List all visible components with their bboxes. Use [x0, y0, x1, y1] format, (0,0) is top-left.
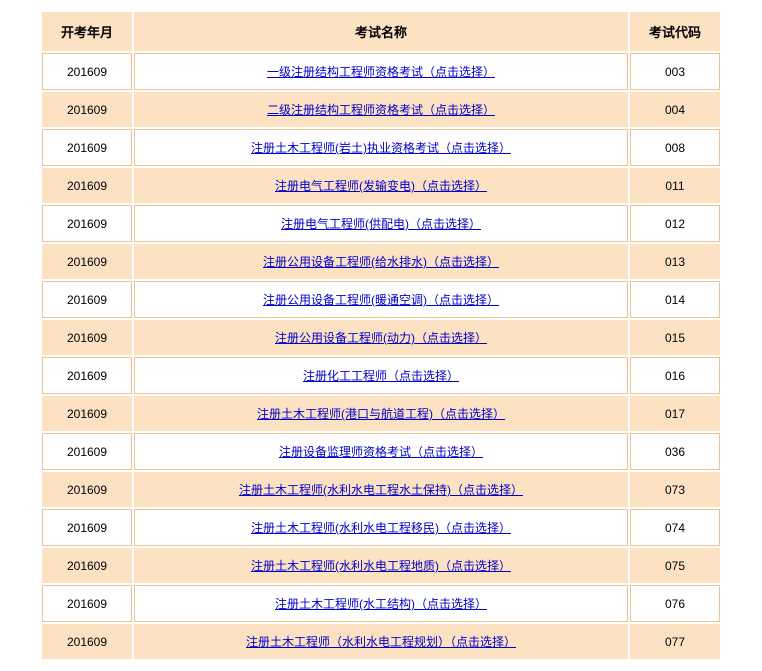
cell-name: 注册公用设备工程师(动力)（点击选择）: [134, 320, 628, 355]
cell-code: 076: [630, 585, 720, 622]
cell-date: 201609: [42, 168, 132, 203]
exam-link[interactable]: 注册土木工程师（水利水电工程规划）（点击选择）: [246, 635, 516, 649]
cell-date: 201609: [42, 472, 132, 507]
exam-link[interactable]: 注册化工工程师（点击选择）: [303, 369, 459, 383]
table-row: 201609 注册电气工程师(发输变电)（点击选择） 011: [42, 168, 720, 203]
cell-name: 注册设备监理师资格考试（点击选择）: [134, 433, 628, 470]
table-row: 201609 注册公用设备工程师(动力)（点击选择） 015: [42, 320, 720, 355]
cell-date: 201609: [42, 585, 132, 622]
cell-code: 015: [630, 320, 720, 355]
cell-date: 201609: [42, 244, 132, 279]
cell-code: 003: [630, 53, 720, 90]
cell-date: 201609: [42, 509, 132, 546]
cell-name: 注册土木工程师(水利水电工程移民)（点击选择）: [134, 509, 628, 546]
exam-link[interactable]: 注册设备监理师资格考试（点击选择）: [279, 445, 483, 459]
table-row: 201609 注册土木工程师（水利水电工程规划）（点击选择） 077: [42, 624, 720, 659]
header-code: 考试代码: [630, 12, 720, 51]
exam-link[interactable]: 注册土木工程师(水工结构)（点击选择）: [275, 597, 487, 611]
cell-code: 008: [630, 129, 720, 166]
cell-date: 201609: [42, 320, 132, 355]
header-date: 开考年月: [42, 12, 132, 51]
cell-name: 注册土木工程师（水利水电工程规划）（点击选择）: [134, 624, 628, 659]
table-row: 201609 二级注册结构工程师资格考试（点击选择） 004: [42, 92, 720, 127]
cell-name: 注册公用设备工程师(给水排水)（点击选择）: [134, 244, 628, 279]
table-row: 201609 注册土木工程师(水工结构)（点击选择） 076: [42, 585, 720, 622]
cell-code: 077: [630, 624, 720, 659]
table-row: 201609 注册化工工程师（点击选择） 016: [42, 357, 720, 394]
exam-link[interactable]: 注册电气工程师(发输变电)（点击选择）: [275, 179, 487, 193]
table-row: 201609 注册土木工程师(港口与航道工程)（点击选择） 017: [42, 396, 720, 431]
exam-link[interactable]: 注册土木工程师(水利水电工程水土保持)（点击选择）: [239, 483, 523, 497]
cell-code: 017: [630, 396, 720, 431]
cell-code: 036: [630, 433, 720, 470]
cell-date: 201609: [42, 357, 132, 394]
table-row: 201609 注册公用设备工程师(暖通空调)（点击选择） 014: [42, 281, 720, 318]
cell-code: 013: [630, 244, 720, 279]
cell-name: 注册电气工程师(发输变电)（点击选择）: [134, 168, 628, 203]
cell-name: 注册公用设备工程师(暖通空调)（点击选择）: [134, 281, 628, 318]
cell-name: 二级注册结构工程师资格考试（点击选择）: [134, 92, 628, 127]
exam-link[interactable]: 注册土木工程师(港口与航道工程)（点击选择）: [257, 407, 505, 421]
cell-date: 201609: [42, 548, 132, 583]
cell-date: 201609: [42, 624, 132, 659]
exam-link[interactable]: 注册公用设备工程师(动力)（点击选择）: [275, 331, 487, 345]
exam-link[interactable]: 注册土木工程师(水利水电工程地质)（点击选择）: [251, 559, 511, 573]
exam-link[interactable]: 注册土木工程师(水利水电工程移民)（点击选择）: [251, 521, 511, 535]
table-row: 201609 注册电气工程师(供配电)（点击选择） 012: [42, 205, 720, 242]
exam-link[interactable]: 注册电气工程师(供配电)（点击选择）: [281, 217, 481, 231]
cell-name: 注册土木工程师(岩土)执业资格考试（点击选择）: [134, 129, 628, 166]
exam-link[interactable]: 注册公用设备工程师(暖通空调)（点击选择）: [263, 293, 499, 307]
exam-table: 开考年月 考试名称 考试代码 201609 一级注册结构工程师资格考试（点击选择）…: [40, 10, 722, 661]
table-header-row: 开考年月 考试名称 考试代码: [42, 12, 720, 51]
cell-name: 注册土木工程师(水利水电工程地质)（点击选择）: [134, 548, 628, 583]
table-row: 201609 注册土木工程师(水利水电工程地质)（点击选择） 075: [42, 548, 720, 583]
table-row: 201609 注册土木工程师(岩土)执业资格考试（点击选择） 008: [42, 129, 720, 166]
cell-code: 016: [630, 357, 720, 394]
table-row: 201609 注册公用设备工程师(给水排水)（点击选择） 013: [42, 244, 720, 279]
cell-name: 注册土木工程师(港口与航道工程)（点击选择）: [134, 396, 628, 431]
table-row: 201609 注册设备监理师资格考试（点击选择） 036: [42, 433, 720, 470]
cell-code: 073: [630, 472, 720, 507]
table-row: 201609 注册土木工程师(水利水电工程移民)（点击选择） 074: [42, 509, 720, 546]
cell-date: 201609: [42, 281, 132, 318]
cell-name: 注册土木工程师(水工结构)（点击选择）: [134, 585, 628, 622]
cell-code: 074: [630, 509, 720, 546]
cell-code: 011: [630, 168, 720, 203]
exam-link[interactable]: 二级注册结构工程师资格考试（点击选择）: [267, 103, 495, 117]
cell-date: 201609: [42, 205, 132, 242]
cell-date: 201609: [42, 53, 132, 90]
cell-date: 201609: [42, 92, 132, 127]
exam-link[interactable]: 一级注册结构工程师资格考试（点击选择）: [267, 65, 495, 79]
cell-code: 075: [630, 548, 720, 583]
cell-date: 201609: [42, 433, 132, 470]
cell-date: 201609: [42, 129, 132, 166]
exam-link[interactable]: 注册土木工程师(岩土)执业资格考试（点击选择）: [251, 141, 511, 155]
table-row: 201609 一级注册结构工程师资格考试（点击选择） 003: [42, 53, 720, 90]
table-row: 201609 注册土木工程师(水利水电工程水土保持)（点击选择） 073: [42, 472, 720, 507]
cell-date: 201609: [42, 396, 132, 431]
cell-code: 012: [630, 205, 720, 242]
exam-link[interactable]: 注册公用设备工程师(给水排水)（点击选择）: [263, 255, 499, 269]
cell-code: 014: [630, 281, 720, 318]
header-name: 考试名称: [134, 12, 628, 51]
cell-name: 注册化工工程师（点击选择）: [134, 357, 628, 394]
cell-name: 注册电气工程师(供配电)（点击选择）: [134, 205, 628, 242]
cell-name: 注册土木工程师(水利水电工程水土保持)（点击选择）: [134, 472, 628, 507]
cell-code: 004: [630, 92, 720, 127]
cell-name: 一级注册结构工程师资格考试（点击选择）: [134, 53, 628, 90]
